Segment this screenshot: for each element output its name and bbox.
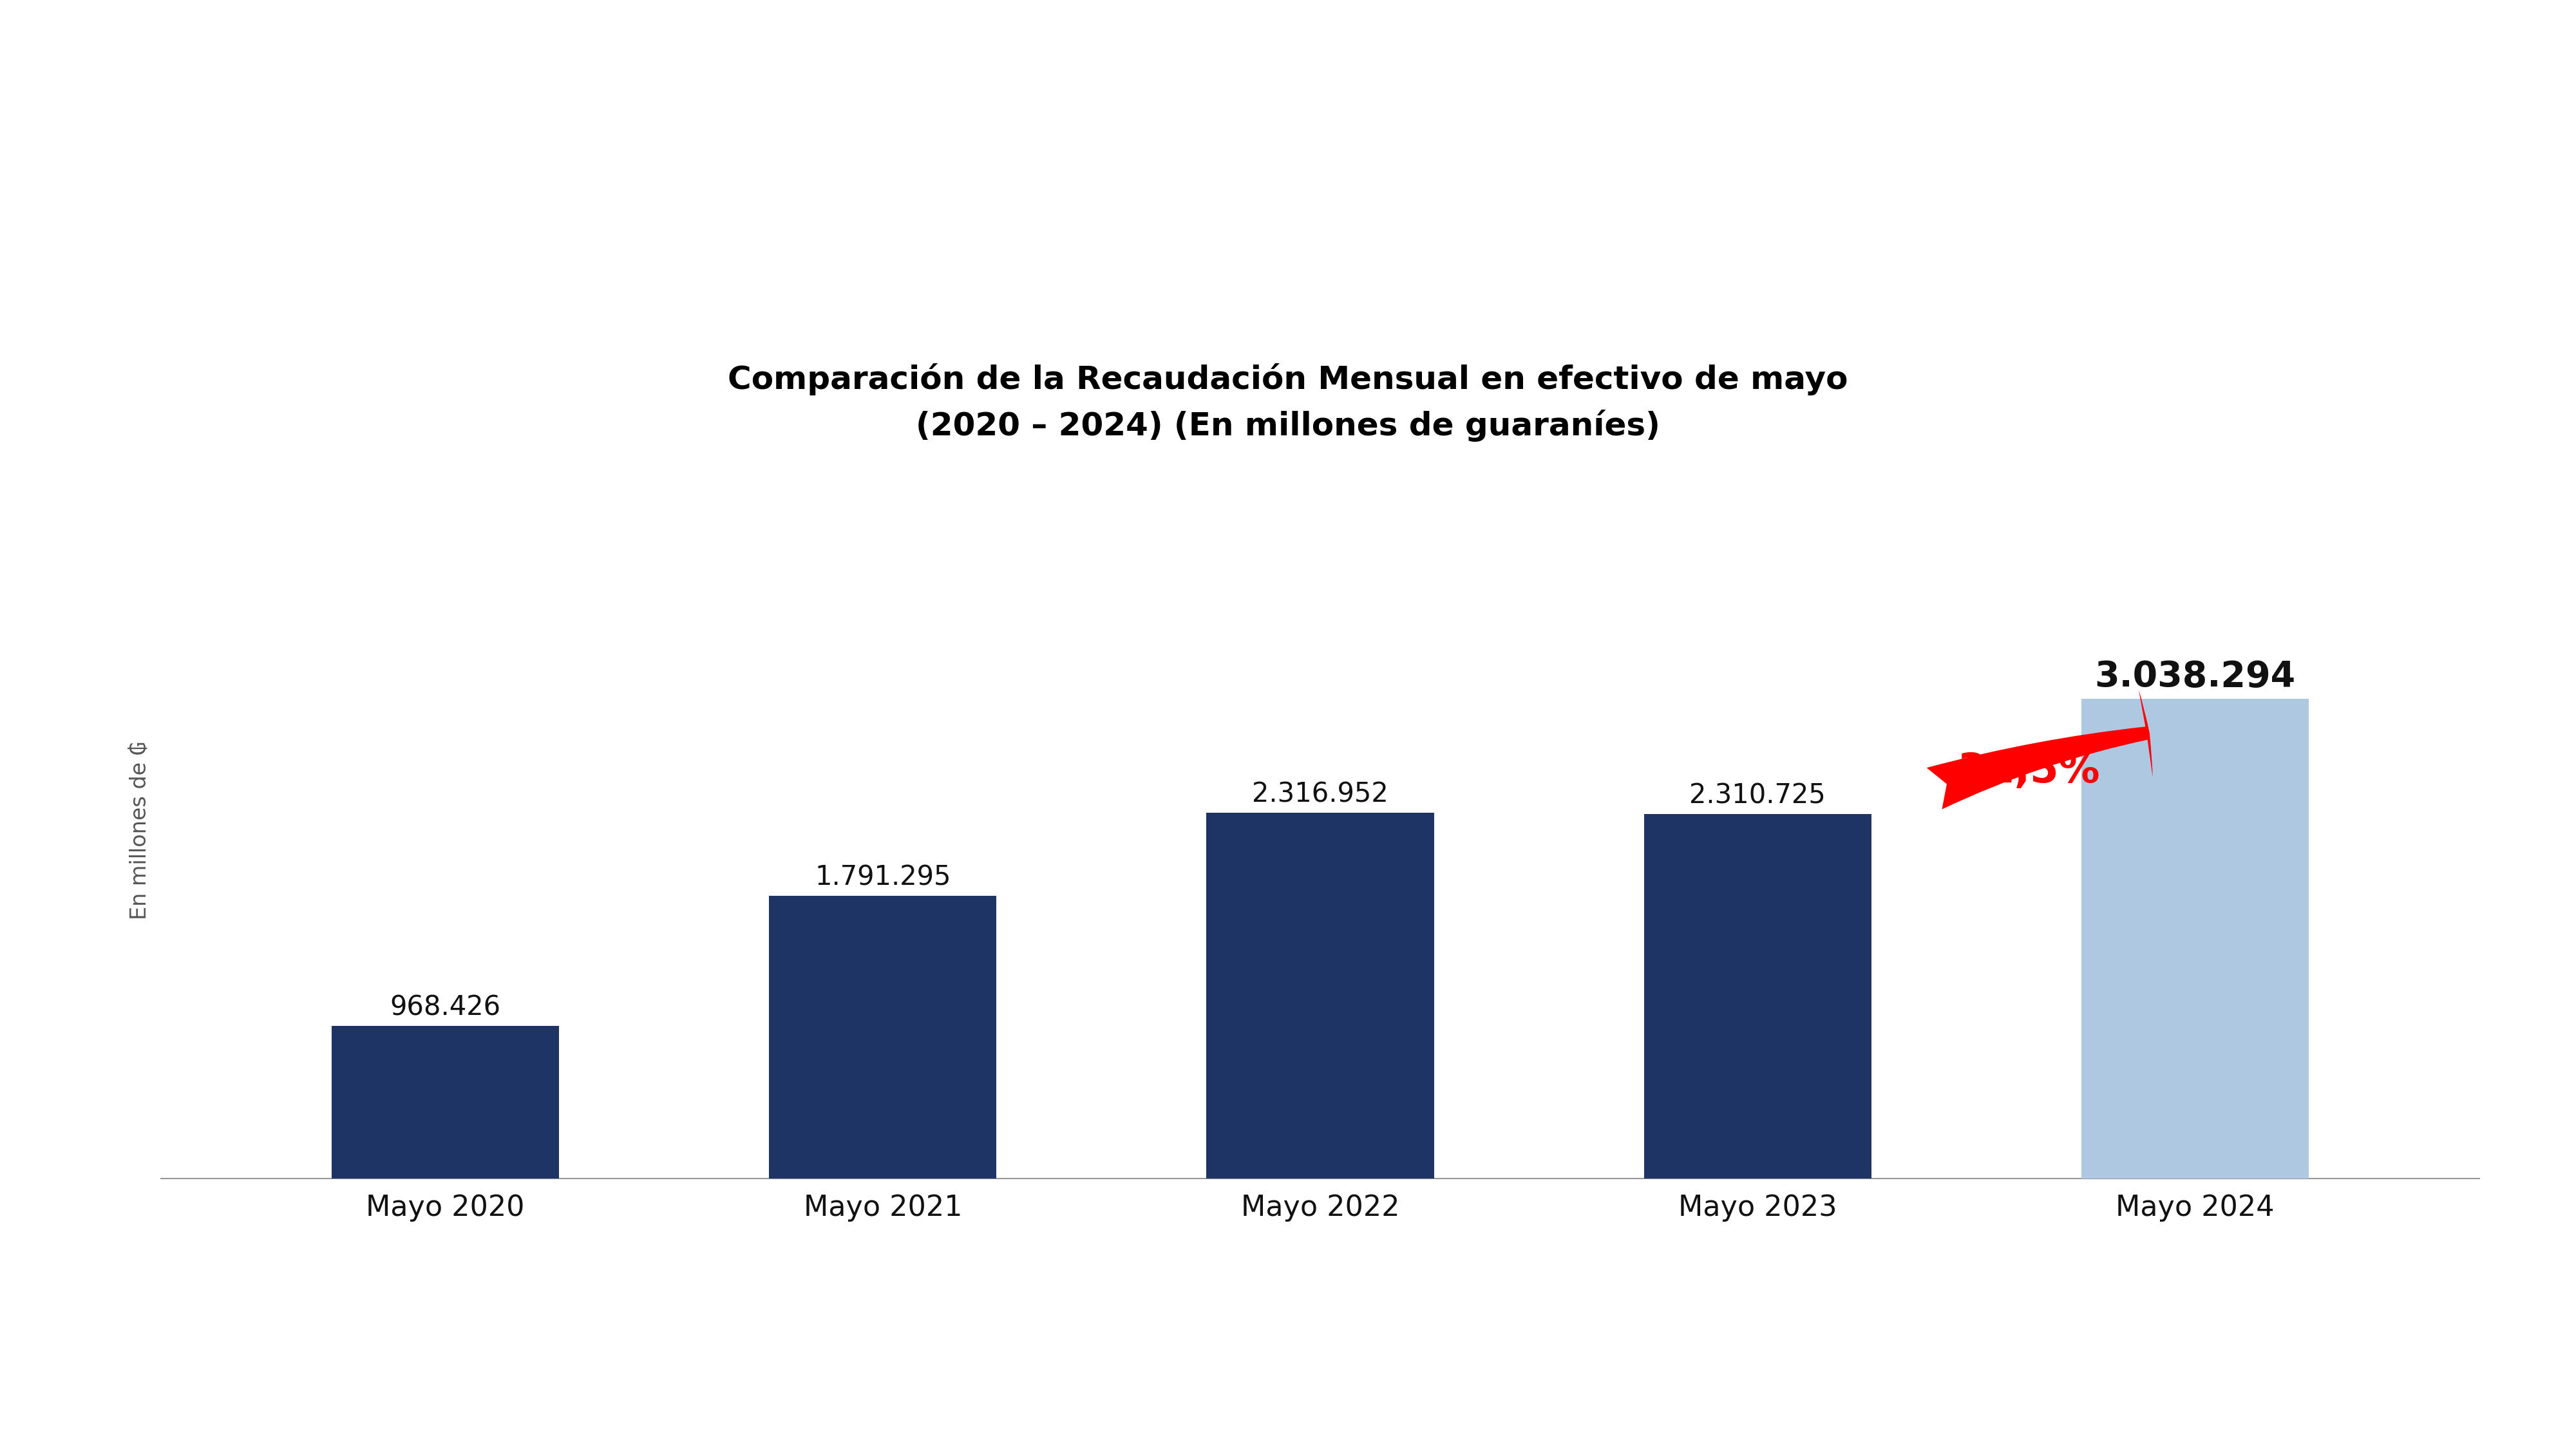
Text: 968.426: 968.426 xyxy=(389,994,500,1022)
Text: Comparación de la Recaudación Mensual en efectivo de mayo
(2020 – 2024) (En mill: Comparación de la Recaudación Mensual en… xyxy=(729,364,1847,442)
Text: 2.316.952: 2.316.952 xyxy=(1252,781,1388,809)
Text: 2.310.725: 2.310.725 xyxy=(1690,782,1826,809)
Bar xyxy=(2081,698,2308,1178)
Bar xyxy=(1206,813,1435,1178)
Bar xyxy=(770,895,997,1178)
Bar xyxy=(332,1026,559,1178)
Bar xyxy=(1643,814,1870,1178)
Text: IMPUESTOS INTERNOS: IMPUESTOS INTERNOS xyxy=(994,262,1582,307)
Text: 1.791.295: 1.791.295 xyxy=(814,864,951,891)
Text: 31,5%: 31,5% xyxy=(1958,751,2099,791)
Text: 3.038.294: 3.038.294 xyxy=(2094,659,2295,694)
Y-axis label: En millones de ₲: En millones de ₲ xyxy=(129,742,149,920)
